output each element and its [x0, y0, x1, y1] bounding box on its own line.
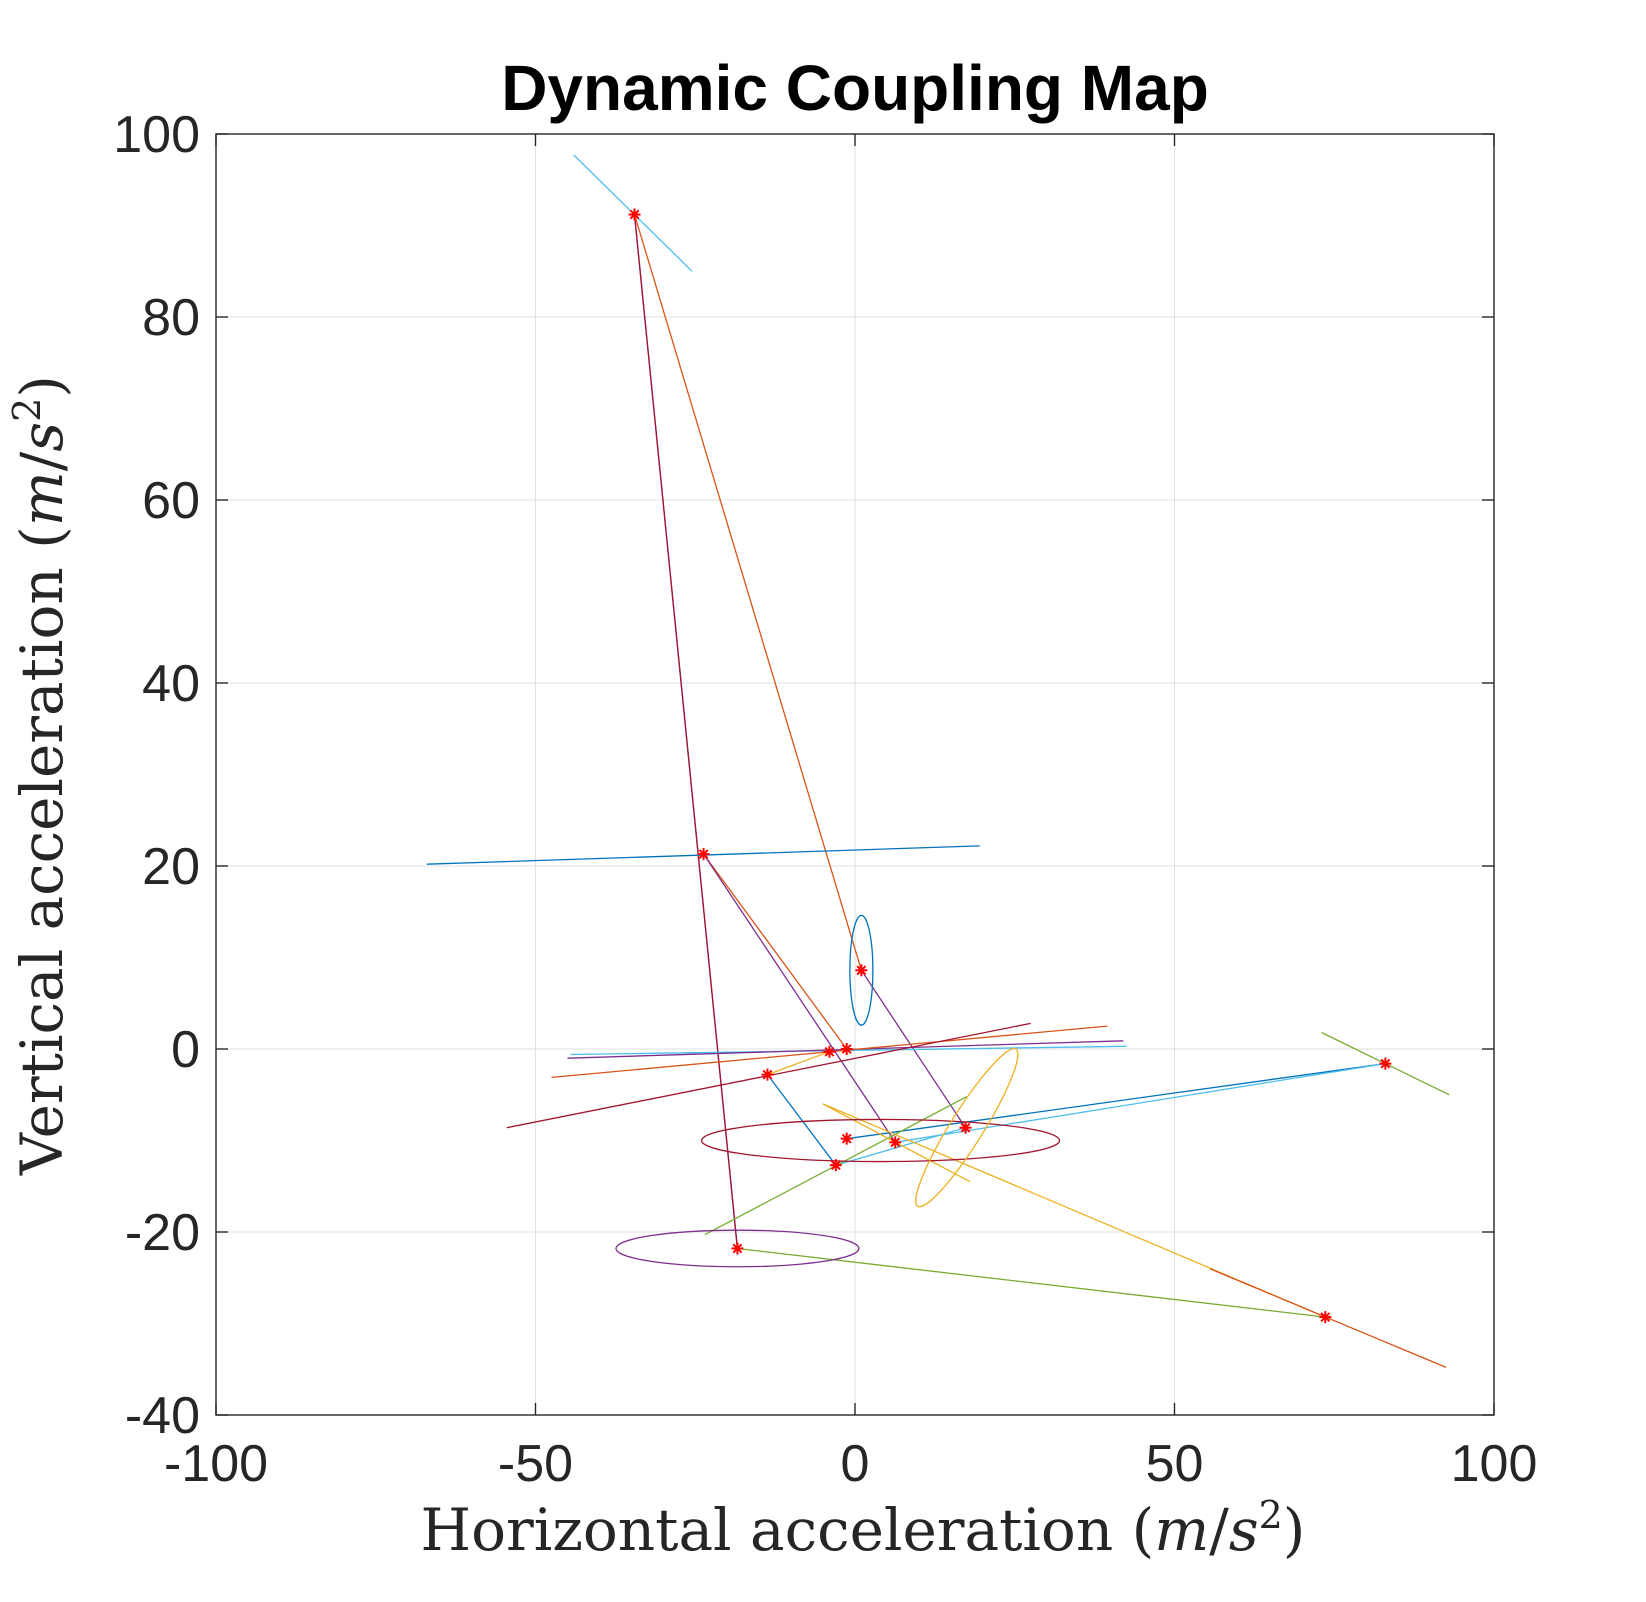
y-tick-label: 20	[142, 838, 200, 896]
plot-area	[426, 154, 1450, 1368]
marker-stroke	[856, 965, 867, 976]
y-tick-label: 40	[142, 655, 200, 713]
y-unit-close: )	[8, 375, 76, 398]
x-tick-label: -100	[164, 1435, 268, 1493]
data-point-marker	[628, 208, 641, 221]
data-point-marker	[1319, 1311, 1332, 1324]
uncertainty-ellipse	[700, 1118, 1061, 1163]
chart-title: Dynamic Coupling Map	[501, 52, 1209, 124]
marker-stroke	[1380, 1058, 1391, 1069]
trajectory-line	[766, 1074, 837, 1166]
data-point-marker	[829, 1159, 842, 1172]
trajectory-line	[703, 853, 848, 1050]
trajectory-line	[846, 1062, 1386, 1140]
y-tick-label: 0	[171, 1021, 200, 1079]
trajectory-line	[737, 1247, 1326, 1318]
marker-stroke	[841, 1133, 852, 1144]
tick-marks	[215, 133, 1495, 1416]
uncertainty-ellipse	[915, 1047, 1019, 1208]
marker-stroke	[890, 1137, 901, 1148]
trajectory-line	[895, 1062, 1386, 1143]
trajectory-line	[767, 1051, 830, 1076]
y-tick-label: -20	[125, 1204, 200, 1262]
x-axis-label: Horizontal acceleration (m/s2)	[421, 1493, 1306, 1564]
x-tick-label: 50	[1146, 1435, 1204, 1493]
y-tick-label: 80	[142, 289, 200, 347]
marker-stroke	[824, 1046, 835, 1057]
x-unit-slash: /	[1209, 1496, 1229, 1564]
x-axis-label-text: Horizontal acceleration	[421, 1496, 1132, 1564]
y-axis-label: Vertical acceleration (m/s2)	[5, 375, 76, 1176]
y-tick-label: 60	[142, 472, 200, 530]
data-point-marker	[823, 1045, 836, 1058]
marker-stroke	[732, 1243, 743, 1254]
y-unit-open: (	[8, 526, 76, 549]
y-unit-slash: /	[8, 451, 76, 471]
marker-stroke	[841, 1044, 852, 1054]
y-unit-exp: 2	[5, 398, 49, 422]
x-unit-m: m	[1154, 1496, 1209, 1564]
data-point-marker	[731, 1242, 744, 1255]
gridlines	[216, 134, 1494, 1415]
data-point-marker	[1379, 1057, 1392, 1070]
data-point-marker	[889, 1136, 902, 1149]
uncertainty-ellipse	[615, 1229, 860, 1268]
x-tick-label: 100	[1451, 1435, 1538, 1493]
x-tick-label: -50	[498, 1435, 573, 1493]
marker-stroke	[1320, 1312, 1331, 1323]
tick-labels: -100 -50 0 50 100 -40 -20 0 20 40 60 80 100	[113, 106, 1537, 1493]
trajectory-line	[633, 214, 863, 971]
x-tick-label: 0	[841, 1435, 870, 1493]
x-unit-close: )	[1283, 1496, 1306, 1564]
x-unit-s: s	[1229, 1496, 1259, 1564]
marker-stroke	[960, 1122, 971, 1133]
y-tick-label: -40	[125, 1387, 200, 1445]
trajectory-line	[703, 853, 896, 1143]
x-unit-exp: 2	[1259, 1493, 1283, 1537]
uncertainty-ellipse	[849, 914, 874, 1026]
data-point-marker	[840, 1132, 853, 1145]
marker-stroke	[830, 1160, 841, 1171]
marker-stroke	[698, 849, 709, 860]
marker-stroke	[762, 1069, 773, 1080]
data-point-marker	[855, 964, 868, 977]
x-unit-open: (	[1132, 1496, 1155, 1564]
y-axis-label-text: Vertical acceleration	[8, 549, 76, 1176]
data-point-marker	[840, 1043, 853, 1055]
y-unit-m: m	[8, 471, 76, 526]
marker-stroke	[629, 209, 640, 220]
data-point-marker	[697, 848, 710, 861]
trajectory-line	[633, 214, 739, 1249]
y-tick-label: 100	[113, 106, 200, 164]
y-unit-s: s	[8, 422, 76, 452]
data-point-marker	[959, 1121, 972, 1134]
data-point-marker	[761, 1068, 774, 1081]
